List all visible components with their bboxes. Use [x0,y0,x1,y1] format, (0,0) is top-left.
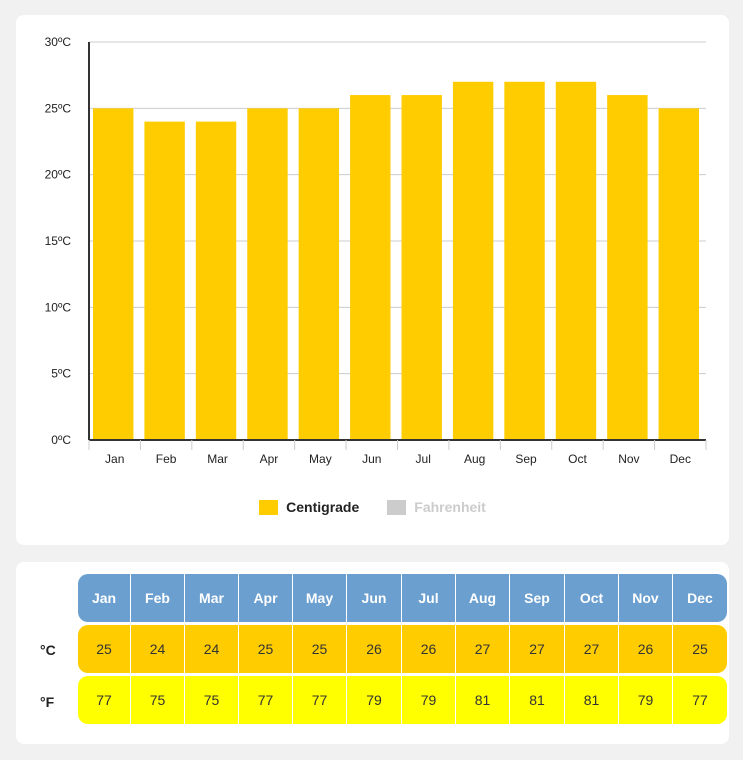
bar-nov [607,95,648,441]
fahrenheit-cell: 81 [456,676,510,724]
celsius-cell: 27 [510,625,565,673]
celsius-row-label: °C [40,642,56,658]
celsius-row: 25 24 24 25 25 26 26 27 27 27 26 25 [78,625,727,673]
y-tick-label: 30ºC [45,35,72,49]
fahrenheit-cell: 81 [565,676,619,724]
month-header-cell: Dec [673,574,727,622]
month-header-cell: May [293,574,347,622]
fahrenheit-cell: 79 [402,676,456,724]
month-header-cell: Jan [78,574,131,622]
bar-jan [93,108,134,440]
y-tick-label: 15ºC [45,234,72,248]
month-header-cell: Apr [239,574,293,622]
x-tick-label: Mar [207,452,228,466]
x-tick-label: Nov [618,452,639,466]
bar-dec [658,108,699,440]
fahrenheit-cell: 77 [239,676,293,724]
bar-oct [555,81,597,441]
x-tick-label: Feb [156,452,177,466]
y-tick-label: 25ºC [45,101,72,115]
month-header-cell: Oct [565,574,619,622]
fahrenheit-cell: 81 [510,676,565,724]
fahrenheit-cell: 75 [185,676,239,724]
fahrenheit-cell: 77 [293,676,347,724]
y-tick-label: 20ºC [45,168,72,182]
fahrenheit-cell: 77 [673,676,727,724]
celsius-cell: 24 [131,625,185,673]
fahrenheit-cell: 77 [78,676,131,724]
x-tick-label: Sep [515,452,537,466]
celsius-cell: 25 [78,625,131,673]
bar-jun [350,95,391,441]
x-tick-label: Aug [464,452,485,466]
month-header-cell: Nov [619,574,673,622]
celsius-cell: 26 [619,625,673,673]
celsius-cell: 27 [565,625,619,673]
bar-aug [452,81,494,441]
bar-sep [504,81,545,441]
x-tick-label: Jun [362,452,381,466]
y-tick-label: 0ºC [51,433,71,447]
legend-item-fahrenheit[interactable]: Fahrenheit [387,499,486,515]
fahrenheit-row-label: °F [40,694,55,710]
legend-swatch-centigrade [259,499,279,515]
month-header-cell: Mar [185,574,239,622]
celsius-cell: 25 [293,625,347,673]
celsius-cell: 26 [347,625,402,673]
fahrenheit-cell: 75 [131,676,185,724]
bar-jul [401,95,442,441]
month-header-cell: Aug [456,574,510,622]
fahrenheit-cell: 79 [619,676,673,724]
month-header-row: Jan Feb Mar Apr May Jun Jul Aug Sep Oct Nov Dec [78,574,727,622]
chart-panel: 0ºC 5ºC 10ºC 15ºC 20ºC 25ºC 30ºC Jan Feb Mar Apr Ma… [16,15,729,545]
y-tick-label: 10ºC [45,300,72,314]
legend-label-fahrenheit: Fahrenheit [414,499,486,515]
temperature-table-panel: °C °F Jan Feb Mar Apr May Jun Jul Aug Sep Oct Nov D… [16,562,729,744]
legend-swatch-fahrenheit [387,499,407,515]
month-header-cell: Jun [347,574,402,622]
celsius-cell: 25 [239,625,293,673]
legend-item-centigrade[interactable]: Centigrade [259,499,359,515]
x-tick-label: Jul [416,452,431,466]
temperature-table: Jan Feb Mar Apr May Jun Jul Aug Sep Oct Nov Dec 25 24… [78,574,727,724]
month-header-cell: Sep [510,574,565,622]
temperature-bar-chart: 0ºC 5ºC 10ºC 15ºC 20ºC 25ºC 30ºC Jan Feb Mar Apr Ma… [45,35,707,466]
celsius-cell: 24 [185,625,239,673]
x-tick-label: Oct [568,452,587,466]
bar-feb [144,121,185,440]
fahrenheit-row: 77 75 75 77 77 79 79 81 81 81 79 77 [78,676,727,724]
x-tick-label: Jan [105,452,124,466]
chart-legend: Centigrade Fahrenheit [16,499,729,515]
x-tick-label: Dec [670,452,691,466]
celsius-cell: 27 [456,625,510,673]
x-tick-label: May [309,452,332,466]
celsius-cell: 25 [673,625,727,673]
month-header-cell: Feb [131,574,185,622]
legend-label-centigrade: Centigrade [286,499,360,515]
y-tick-label: 5ºC [51,367,71,381]
bar-apr [247,108,288,440]
fahrenheit-cell: 79 [347,676,402,724]
bar-mar [195,121,237,440]
x-tick-label: Apr [260,452,279,466]
month-header-cell: Jul [402,574,456,622]
celsius-cell: 26 [402,625,456,673]
bar-may [298,108,340,440]
